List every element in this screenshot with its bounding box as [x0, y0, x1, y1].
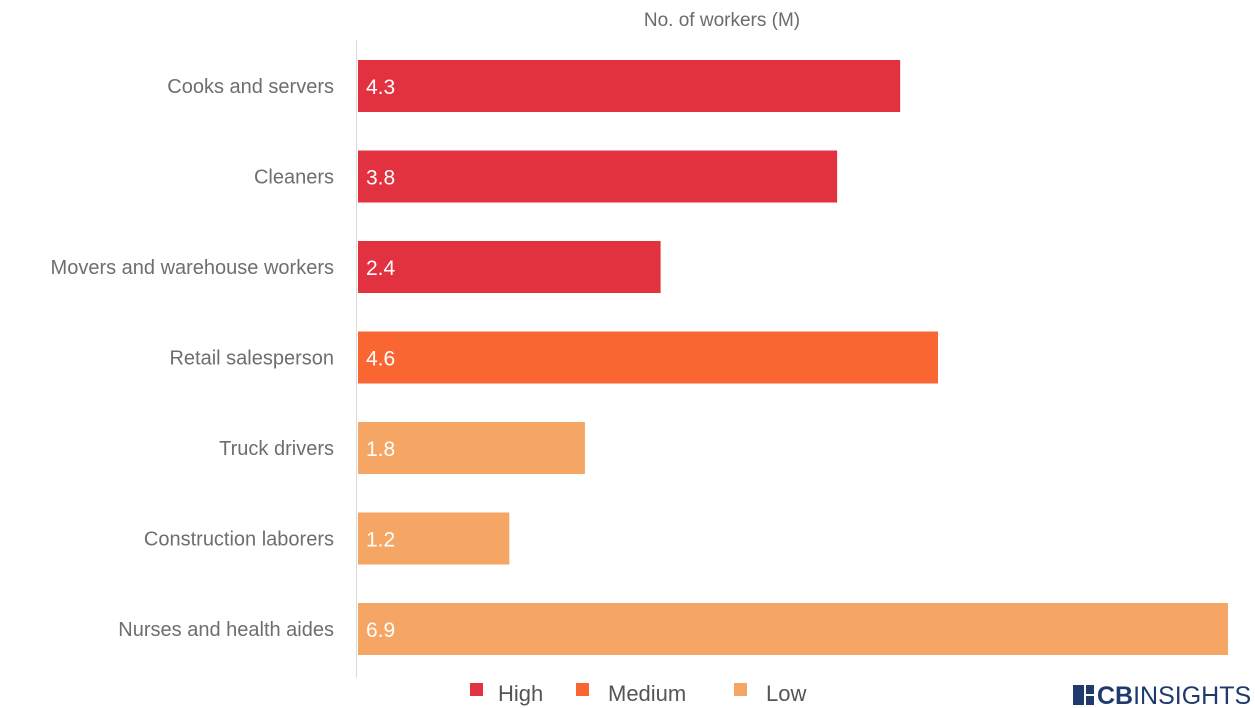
bar-cleaners: [358, 150, 838, 203]
value-label-cleaners: 3.8: [366, 167, 395, 190]
value-label-cooks-and-servers: 4.3: [366, 76, 395, 99]
bar-retail-salesperson: [358, 331, 938, 384]
logo-text-bold: CB: [1097, 682, 1133, 708]
category-label-construction-laborers: Construction laborers: [144, 529, 334, 551]
svg-text:CBINSIGHTS: CBINSIGHTS: [1097, 682, 1251, 708]
bars-layer: Cooks and servers 4.3 Cleaners 3.8 Movers an…: [51, 60, 1228, 655]
logo-text-light: INSIGHTS: [1133, 682, 1251, 708]
value-label-construction-laborers: 1.2: [366, 529, 395, 552]
category-label-cooks-and-servers: Cooks and servers: [167, 76, 334, 98]
category-label-movers-and-warehouse-workers: Movers and warehouse workers: [51, 257, 334, 279]
bar-nurses-and-health-aides: [358, 603, 1228, 655]
legend-swatch-high: [470, 683, 483, 696]
category-label-cleaners: Cleaners: [254, 167, 334, 189]
bar-truck-drivers: [358, 422, 585, 474]
legend-label-medium: Medium: [608, 681, 686, 706]
bar-movers-and-warehouse-workers: [358, 241, 661, 293]
value-label-retail-salesperson: 4.6: [366, 348, 395, 371]
legend-label-low: Low: [766, 681, 806, 706]
x-axis-title: No. of workers (M): [644, 10, 800, 31]
category-label-nurses-and-health-aides: Nurses and health aides: [118, 619, 334, 641]
bar-cooks-and-servers: [358, 60, 901, 112]
cb-insights-logo-mark: [1073, 685, 1094, 705]
legend-label-high: High: [498, 681, 543, 706]
cb-insights-logo: CBINSIGHTS: [1073, 682, 1251, 708]
value-label-movers-and-warehouse-workers: 2.4: [366, 257, 396, 280]
bar-construction-laborers: [358, 512, 510, 565]
legend: High Medium Low: [470, 681, 806, 706]
value-label-truck-drivers: 1.8: [366, 438, 395, 461]
legend-swatch-low: [734, 683, 747, 696]
category-label-truck-drivers: Truck drivers: [219, 438, 334, 460]
category-label-retail-salesperson: Retail salesperson: [169, 348, 334, 370]
legend-swatch-medium: [576, 683, 589, 696]
value-label-nurses-and-health-aides: 6.9: [366, 619, 395, 642]
